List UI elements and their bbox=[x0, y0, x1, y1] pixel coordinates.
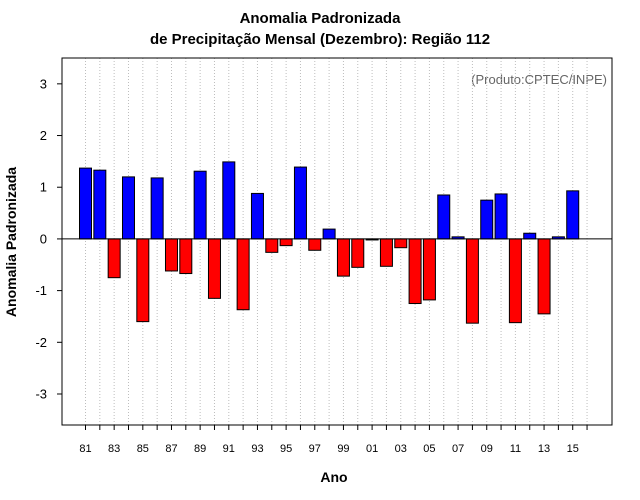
bar-03 bbox=[394, 238, 408, 249]
y-tick-label: -3 bbox=[35, 386, 47, 401]
bar-94 bbox=[265, 238, 279, 253]
x-tick-label: 11 bbox=[510, 443, 521, 455]
bar-00 bbox=[351, 238, 365, 268]
bar-98 bbox=[322, 228, 336, 240]
x-tick-label: 99 bbox=[337, 443, 349, 455]
bar-10 bbox=[494, 193, 508, 240]
y-tick-label: 1 bbox=[40, 180, 47, 195]
bar-95 bbox=[279, 238, 293, 247]
x-tick-label: 81 bbox=[79, 443, 91, 455]
bar-05 bbox=[422, 238, 436, 301]
bar-88 bbox=[179, 238, 193, 275]
x-tick-label: 15 bbox=[567, 443, 579, 455]
bar-85 bbox=[136, 238, 150, 323]
y-tick-label: 0 bbox=[40, 231, 47, 246]
y-tick-label: 3 bbox=[40, 76, 47, 91]
x-tick-label: 03 bbox=[395, 443, 407, 455]
x-tick-label: 83 bbox=[108, 443, 120, 455]
x-tick-label: 87 bbox=[165, 443, 177, 455]
credit-label: (Produto:CPTEC/INPE) bbox=[471, 72, 607, 87]
bar-92 bbox=[236, 238, 250, 311]
x-tick-label: 05 bbox=[423, 443, 435, 455]
bar-96 bbox=[293, 166, 307, 240]
x-axis-label: Ano bbox=[320, 469, 348, 485]
bar-13 bbox=[537, 238, 551, 315]
bar-12 bbox=[523, 232, 537, 240]
bar-93 bbox=[250, 192, 264, 240]
x-tick-label: 95 bbox=[280, 443, 292, 455]
bar-89 bbox=[193, 170, 207, 240]
y-tick-label: 2 bbox=[40, 128, 47, 143]
y-tick-label: -2 bbox=[35, 335, 47, 350]
bar-04 bbox=[408, 238, 422, 305]
chart-title-line2: de Precipitação Mensal (Dezembro): Regiã… bbox=[149, 31, 491, 48]
bar-97 bbox=[308, 238, 322, 251]
bar-91 bbox=[222, 161, 236, 240]
y-tick-label: -1 bbox=[35, 283, 47, 298]
bar-84 bbox=[121, 176, 135, 240]
bar-99 bbox=[336, 238, 350, 277]
x-tick-label: 85 bbox=[137, 443, 149, 455]
x-tick-label: 93 bbox=[251, 443, 263, 455]
bar-08 bbox=[465, 238, 479, 324]
x-tick-label: 09 bbox=[481, 443, 493, 455]
bar-83 bbox=[107, 238, 121, 279]
x-tick-label: 01 bbox=[366, 443, 378, 455]
x-tick-label: 13 bbox=[538, 443, 550, 455]
bar-02 bbox=[379, 238, 393, 267]
plot-frame bbox=[61, 57, 613, 426]
bar-81 bbox=[79, 167, 92, 240]
bar-82 bbox=[93, 169, 107, 240]
bar-09 bbox=[480, 199, 494, 240]
bar-87 bbox=[164, 238, 178, 272]
bar-06 bbox=[437, 194, 451, 240]
chart-title-line1: Anomalia Padronizada bbox=[239, 10, 401, 27]
x-tick-label: 89 bbox=[194, 443, 206, 455]
x-tick-label: 97 bbox=[309, 443, 321, 455]
x-tick-label: 07 bbox=[452, 443, 464, 455]
bar-15 bbox=[566, 190, 580, 240]
x-tick-label: 91 bbox=[223, 443, 235, 455]
bar-86 bbox=[150, 177, 164, 240]
bar-90 bbox=[207, 238, 221, 299]
bar-11 bbox=[508, 238, 522, 324]
